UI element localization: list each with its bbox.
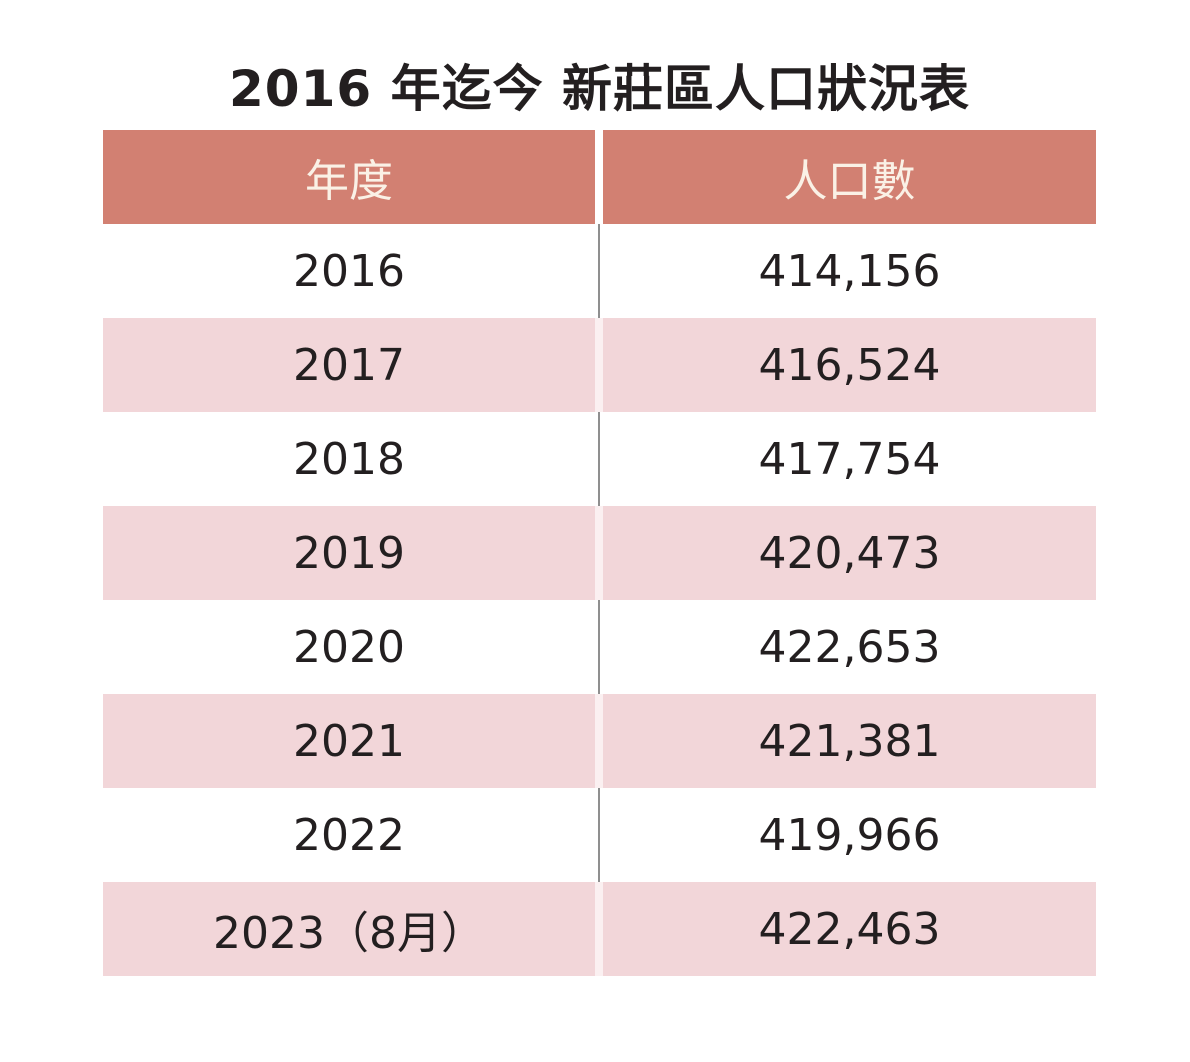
column-divider: [595, 506, 603, 600]
table-body: 2016 414,156 2017 416,524 2018 417,754 2019 420…: [103, 224, 1096, 976]
year-cell: 2016: [293, 245, 405, 297]
page-title: 2016 年迄今 新莊區人口狀況表: [229, 60, 970, 118]
table-row: 2020 422,653: [103, 600, 1096, 694]
table-row: 2021 421,381: [103, 694, 1096, 788]
population-cell: 416,524: [758, 339, 941, 391]
year-cell: 2019: [293, 527, 405, 579]
column-divider: [595, 412, 603, 506]
column-divider: [595, 600, 603, 694]
table-row: 2023（8月） 422,463: [103, 882, 1096, 976]
population-cell: 422,463: [758, 903, 941, 955]
year-cell: 2018: [293, 433, 405, 485]
population-cell: 420,473: [758, 527, 941, 579]
header-cell-population: 人口數: [783, 156, 916, 207]
year-cell: 2022: [293, 809, 405, 861]
population-cell: 422,653: [758, 621, 941, 673]
table-row: 2018 417,754: [103, 412, 1096, 506]
header-cell-year: 年度: [305, 156, 393, 207]
year-cell: 2021: [293, 715, 405, 767]
column-divider: [595, 318, 603, 412]
column-divider: [595, 694, 603, 788]
population-table: 年度 人口數 2016 414,156 2017 416,524 2018 417,754…: [103, 130, 1096, 976]
column-divider: [595, 224, 603, 318]
column-divider: [595, 130, 603, 224]
table-row: 2017 416,524: [103, 318, 1096, 412]
population-cell: 417,754: [758, 433, 941, 485]
population-cell: 414,156: [758, 245, 941, 297]
table-header-row: 年度 人口數: [103, 130, 1096, 224]
column-divider: [595, 788, 603, 882]
year-cell: 2020: [293, 621, 405, 673]
table-row: 2019 420,473: [103, 506, 1096, 600]
table-row: 2016 414,156: [103, 224, 1096, 318]
population-cell: 419,966: [758, 809, 941, 861]
year-cell: 2017: [293, 339, 405, 391]
column-divider: [595, 882, 603, 976]
population-cell: 421,381: [758, 715, 941, 767]
year-cell: 2023（8月）: [213, 908, 485, 959]
table-row: 2022 419,966: [103, 788, 1096, 882]
